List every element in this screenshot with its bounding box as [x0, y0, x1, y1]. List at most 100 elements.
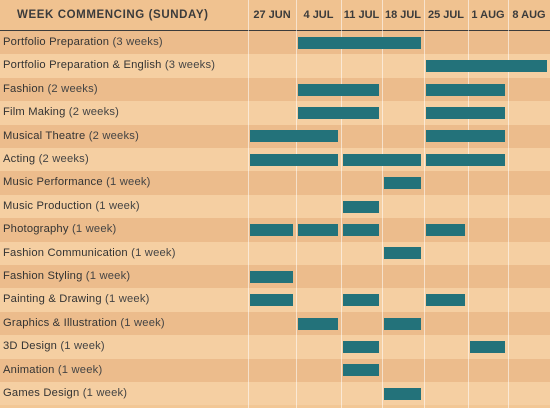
course-bar	[384, 247, 421, 260]
course-bar	[298, 317, 338, 330]
week-gridline	[508, 0, 509, 408]
course-duration: (3 weeks)	[109, 36, 163, 48]
week-gridline	[382, 0, 383, 408]
course-label: Fashion Styling (1 week)	[3, 265, 130, 288]
course-label: Film Making (2 weeks)	[3, 101, 119, 124]
course-row: Film Making (2 weeks)	[0, 101, 550, 125]
course-label: 3D Design (1 week)	[3, 335, 105, 358]
course-row: Music Production (1 week)	[0, 194, 550, 219]
course-name: Acting	[3, 153, 36, 165]
course-label: Fashion (2 weeks)	[3, 78, 98, 101]
course-name: Portfolio Preparation & English	[3, 59, 162, 72]
course-label: Photography (1 week)	[3, 218, 116, 241]
course-duration: (2 weeks)	[65, 106, 120, 119]
week-label: 11 JUL	[343, 9, 380, 21]
course-name: Painting & Drawing	[3, 293, 102, 306]
header-bar	[0, 0, 550, 30]
week-label: 1 AUG	[471, 9, 505, 21]
course-duration: (1 week)	[68, 223, 117, 236]
course-bar	[343, 294, 379, 307]
course-bar	[343, 153, 421, 166]
course-bar	[298, 106, 379, 119]
course-name: Fashion	[3, 82, 45, 95]
course-bar	[343, 364, 379, 377]
course-bar	[343, 200, 379, 213]
course-name: Film Making	[3, 106, 66, 119]
course-bar	[426, 60, 547, 73]
course-row: Fashion (2 weeks)	[0, 77, 550, 102]
course-bar	[470, 340, 505, 353]
week-label: 25 JUL	[427, 9, 465, 21]
week-gridline	[248, 0, 249, 408]
course-bar	[298, 223, 338, 236]
course-name: Graphics & Illustration	[3, 316, 118, 329]
course-label: Animation (1 week)	[3, 359, 102, 382]
course-bar	[384, 387, 421, 400]
week-gridline	[468, 0, 469, 408]
week-label: 8 AUG	[512, 9, 546, 21]
course-label: Music Production (1 week)	[3, 195, 140, 218]
course-duration: (1 week)	[57, 340, 105, 353]
course-name: Musical Theatre	[3, 129, 86, 142]
course-duration: (1 week)	[102, 176, 151, 189]
week-gridline	[296, 0, 297, 408]
course-label: Fashion Communication (1 week)	[3, 242, 176, 265]
course-name: Music Performance	[3, 176, 103, 189]
course-bar	[250, 223, 293, 236]
course-name: Music Production	[3, 199, 93, 212]
week-label: 27 JUN	[253, 9, 291, 21]
course-bar	[250, 270, 293, 283]
week-label: 4 JUL	[303, 9, 334, 21]
course-label: Acting (2 weeks)	[3, 148, 89, 171]
week-gridline	[424, 0, 425, 408]
course-name: Games Design	[3, 387, 80, 399]
course-bar	[426, 153, 505, 166]
course-bar	[250, 294, 293, 307]
course-label: Painting & Drawing (1 week)	[3, 288, 150, 311]
course-bar	[343, 223, 379, 236]
header-divider	[0, 30, 550, 31]
course-label: Portfolio Preparation & English (3 weeks…	[3, 54, 215, 77]
course-row: Portfolio Preparation & English (3 weeks…	[0, 54, 550, 78]
course-bar	[384, 317, 421, 330]
course-label: Music Performance (1 week)	[3, 171, 151, 194]
course-row: Animation (1 week)	[0, 358, 550, 382]
course-bar	[426, 106, 505, 119]
course-bar	[426, 83, 505, 96]
week-label: 18 JUL	[384, 9, 422, 21]
course-duration: (1 week)	[117, 316, 165, 329]
course-bar	[250, 130, 338, 143]
course-row: 3D Design (1 week)	[0, 335, 550, 359]
course-bar	[298, 83, 379, 96]
course-label: Musical Theatre (2 weeks)	[3, 125, 139, 148]
course-label: Games Design (1 week)	[3, 382, 127, 405]
course-bar	[426, 223, 465, 236]
course-duration: (1 week)	[54, 363, 103, 376]
course-name: Photography	[3, 223, 69, 236]
course-bar	[426, 294, 465, 307]
course-duration: (1 week)	[127, 246, 176, 259]
course-duration: (1 week)	[82, 270, 131, 282]
course-label: Portfolio Preparation (3 weeks)	[3, 31, 163, 54]
course-duration: (1 week)	[92, 199, 140, 212]
course-name: Animation	[3, 363, 55, 376]
course-duration: (3 weeks)	[161, 59, 216, 72]
week-gridline	[341, 0, 342, 408]
course-name: Portfolio Preparation	[3, 36, 110, 48]
course-bar	[250, 153, 338, 166]
course-name: Fashion Communication	[3, 246, 128, 259]
course-duration: (1 week)	[79, 387, 128, 399]
course-label: Graphics & Illustration (1 week)	[3, 312, 165, 335]
course-bar	[384, 177, 421, 190]
course-duration: (2 weeks)	[35, 153, 89, 165]
course-bar	[343, 340, 379, 353]
chart-title: WEEK COMMENCING (SUNDAY)	[17, 9, 209, 21]
course-duration: (2 weeks)	[85, 129, 139, 142]
course-bar	[426, 130, 505, 143]
course-bar	[298, 36, 421, 49]
course-name: 3D Design	[3, 340, 58, 353]
course-name: Fashion Styling	[3, 270, 83, 282]
course-duration: (1 week)	[101, 293, 150, 306]
course-duration: (2 weeks)	[44, 82, 98, 95]
